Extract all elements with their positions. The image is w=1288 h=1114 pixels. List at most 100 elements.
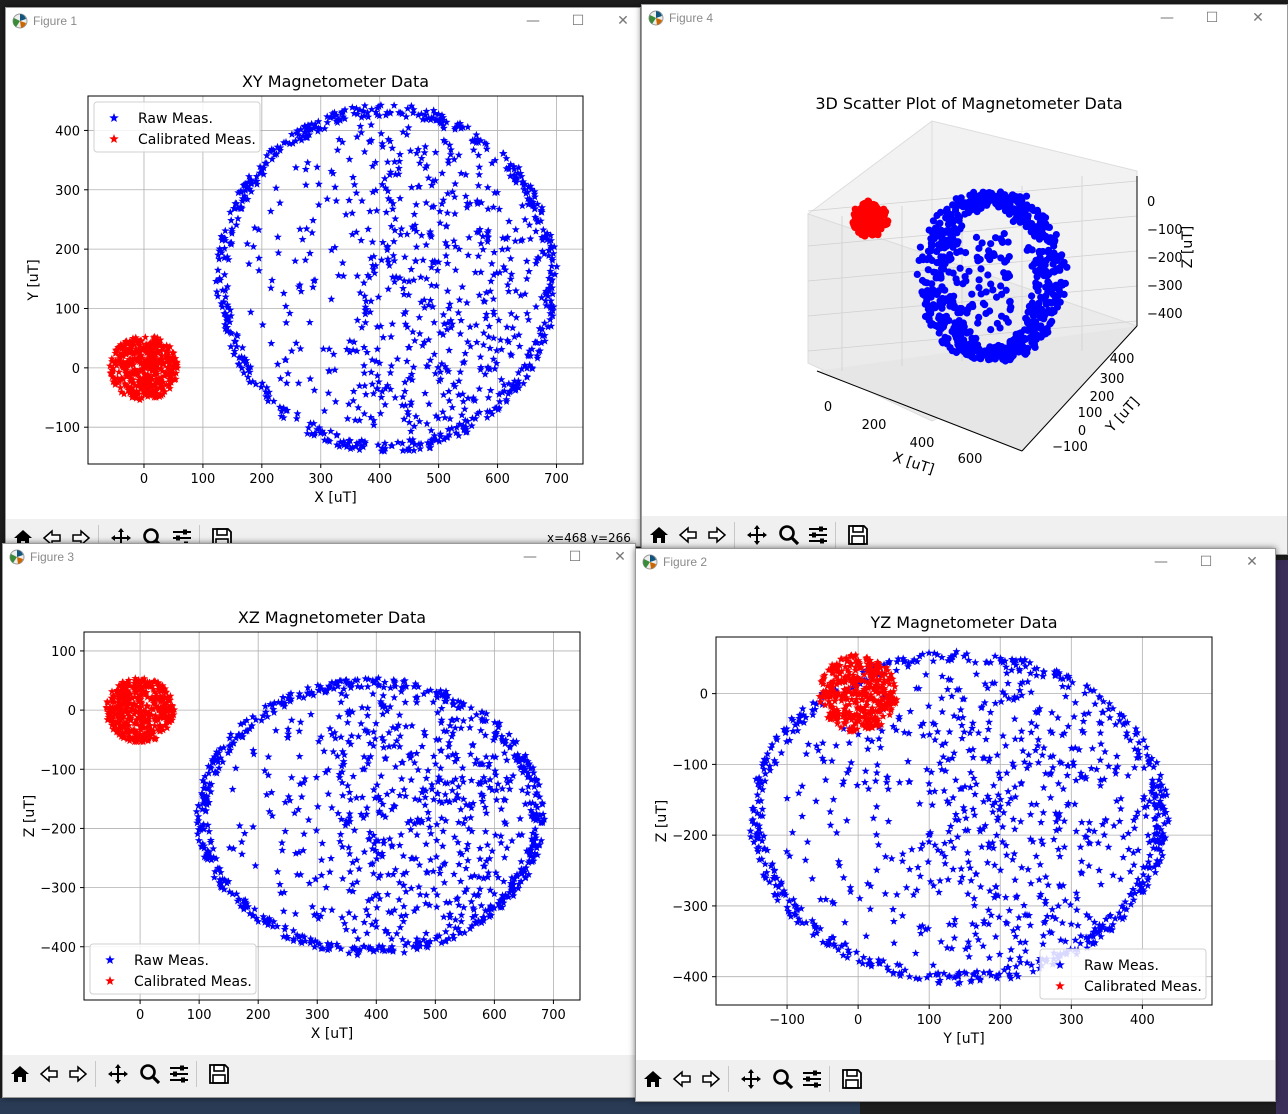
- data-point: [217, 299, 226, 308]
- plot-canvas[interactable]: 0 100 200 300 400 500 600 700−400−300−200−10001…: [3, 570, 635, 1055]
- close-button[interactable]: ✕: [614, 549, 626, 565]
- minimize-button[interactable]: —: [1160, 10, 1174, 26]
- configure-subplots-button[interactable]: [804, 521, 832, 549]
- data-point: [232, 220, 241, 229]
- data-point: [369, 947, 378, 955]
- legend-calibrated-label: Calibrated Meas.: [134, 974, 252, 990]
- home-button[interactable]: [6, 1060, 34, 1088]
- maximize-button[interactable]: ☐: [1199, 554, 1213, 570]
- data-point: [213, 864, 222, 872]
- maximize-button[interactable]: ☐: [568, 549, 582, 565]
- title-bar[interactable]: Figure 1 — ☐ ✕: [6, 8, 640, 34]
- data-point: [207, 780, 216, 788]
- data-point: [363, 803, 371, 812]
- y-tick-label: 300: [55, 184, 80, 199]
- title-bar[interactable]: Figure 3 — ☐ ✕: [3, 544, 635, 570]
- data-point: [484, 868, 493, 877]
- data-point: [220, 875, 229, 884]
- data-point: [440, 696, 449, 705]
- data-point: [501, 796, 510, 804]
- back-arrow-icon: [678, 526, 697, 544]
- data-point: [746, 826, 755, 835]
- zoom-button[interactable]: [136, 1060, 164, 1088]
- data-point: [410, 819, 419, 828]
- data-point: [166, 713, 175, 722]
- home-button[interactable]: [645, 521, 673, 549]
- plot-canvas[interactable]: 0 100 200 300 400 500 600 700−1000100200300400X…: [6, 34, 640, 519]
- pan-button[interactable]: [743, 521, 771, 549]
- data-point: [153, 336, 161, 344]
- data-point: [338, 747, 347, 755]
- pan-button[interactable]: [107, 524, 135, 546]
- close-button[interactable]: ✕: [617, 13, 629, 29]
- forward-arrow-button[interactable]: [703, 521, 731, 549]
- data-point: [249, 242, 258, 251]
- close-button[interactable]: ✕: [1246, 554, 1258, 570]
- data-point: [431, 176, 440, 184]
- figure-3-window[interactable]: Figure 3 — ☐ ✕ 0 100 200 300 400 500 600 700 −40…: [2, 543, 636, 1098]
- data-point: [957, 864, 966, 873]
- figure-2-window[interactable]: Figure 2 — ☐ ✕ −100 0 100 200 300 400 −400 −300…: [635, 548, 1276, 1102]
- minimize-button[interactable]: —: [523, 549, 537, 565]
- data-point: [327, 854, 335, 862]
- data-point: [145, 391, 154, 399]
- data-point: [503, 244, 512, 253]
- forward-arrow-button[interactable]: [64, 1060, 92, 1088]
- configure-subplots-button[interactable]: [165, 1060, 193, 1088]
- data-point: [307, 119, 316, 128]
- data-point: [1108, 704, 1117, 712]
- data-point: [441, 138, 450, 146]
- data-point: [537, 206, 546, 214]
- data-point: [1095, 920, 1104, 929]
- data-point: [1153, 829, 1162, 838]
- data-point: [107, 693, 116, 702]
- data-point: [400, 252, 409, 261]
- data-point: [1131, 724, 1140, 733]
- data-point: [944, 875, 953, 883]
- data-point: [469, 145, 478, 154]
- data-point: [124, 676, 133, 684]
- plot-canvas[interactable]: 3D Scatter Plot of Magnetometer Data0200…: [642, 31, 1287, 516]
- data-point: [336, 116, 345, 124]
- data-point: [108, 703, 117, 711]
- data-point: [523, 788, 532, 797]
- data-point: [337, 698, 346, 706]
- back-arrow-button[interactable]: [674, 521, 702, 549]
- minimize-button[interactable]: —: [1154, 554, 1168, 570]
- zoom-button[interactable]: [775, 521, 803, 549]
- data-point: [360, 381, 369, 390]
- data-point: [327, 167, 336, 175]
- maximize-button[interactable]: ☐: [571, 13, 585, 29]
- save-button[interactable]: [205, 1060, 233, 1088]
- back-arrow-button[interactable]: [35, 1060, 63, 1088]
- data-point: [496, 896, 504, 904]
- x-axis-label: X [uT]: [891, 450, 936, 478]
- title-bar[interactable]: Figure 4 — ☐ ✕: [642, 5, 1287, 31]
- data-point: [405, 374, 413, 382]
- title-bar[interactable]: Figure 2 — ☐ ✕: [636, 549, 1275, 575]
- data-point: [975, 276, 983, 284]
- data-point: [499, 898, 508, 907]
- data-point: [168, 366, 177, 374]
- home-button[interactable]: [9, 524, 37, 546]
- figure-4-window[interactable]: Figure 4 — ☐ ✕ 3D Scatter Plot of Magnet…: [641, 4, 1288, 555]
- data-point: [516, 763, 525, 772]
- pan-button[interactable]: [104, 1060, 132, 1088]
- data-point: [1090, 827, 1099, 835]
- data-point: [246, 179, 255, 188]
- figure-1-window[interactable]: Figure 1 — ☐ ✕ 0 100 200 300 400 500 600 700 −10…: [5, 7, 641, 547]
- data-point: [164, 364, 173, 372]
- data-point: [852, 948, 861, 956]
- data-point: [417, 439, 425, 448]
- data-point: [216, 744, 225, 753]
- maximize-button[interactable]: ☐: [1205, 10, 1219, 26]
- data-point: [140, 369, 149, 378]
- data-point: [396, 923, 405, 931]
- close-button[interactable]: ✕: [1252, 10, 1264, 26]
- data-point: [510, 739, 519, 747]
- data-point: [455, 420, 464, 428]
- save-button[interactable]: [844, 521, 872, 549]
- minimize-button[interactable]: —: [526, 13, 540, 29]
- data-point: [126, 338, 135, 346]
